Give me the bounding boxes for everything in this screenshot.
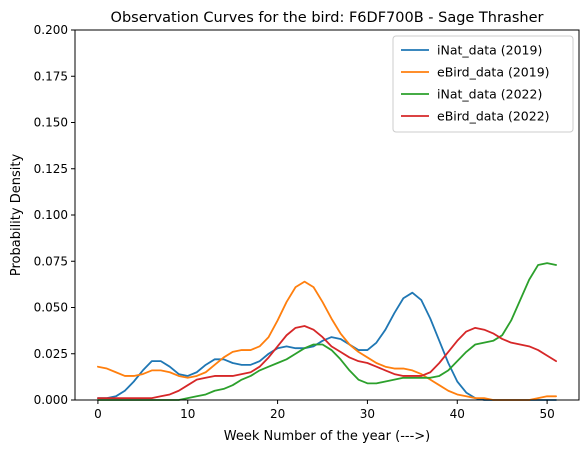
y-axis: 0.000 0.025 0.050 0.075 0.100 0.125 0.150 0.175…	[34, 23, 75, 407]
y-tick-label: 0.200	[34, 23, 68, 37]
x-tick-label: 50	[539, 407, 554, 421]
y-tick-label: 0.150	[34, 116, 68, 130]
y-tick-label: 0.000	[34, 393, 68, 407]
x-tick-label: 40	[450, 407, 465, 421]
legend-label: iNat_data (2022)	[437, 87, 542, 102]
y-tick-label: 0.075	[34, 254, 68, 268]
y-tick-label: 0.025	[34, 347, 68, 361]
y-tick-label: 0.175	[34, 69, 68, 83]
plot-frame	[74, 29, 580, 401]
legend-label: eBird_data (2022)	[437, 109, 550, 124]
series-line-0	[97, 291, 557, 401]
x-axis-label: Week Number of the year (--->)	[224, 429, 430, 444]
x-tick-label: 10	[180, 407, 195, 421]
x-tick-label: 20	[270, 407, 285, 421]
chart-legend: iNat_data (2019) eBird_data (2019) iNat_da…	[392, 35, 574, 133]
x-tick-label: 0	[94, 407, 102, 421]
y-tick-label: 0.100	[34, 208, 68, 222]
x-axis: 0 10 20 30 40 50	[94, 400, 555, 421]
plot-area	[97, 262, 557, 401]
series-line-3	[97, 325, 557, 400]
y-axis-label: Probability Density	[9, 154, 24, 277]
x-tick-label: 30	[360, 407, 375, 421]
chart-title: Observation Curves for the bird: F6DF700…	[111, 10, 544, 26]
legend-box	[392, 35, 574, 133]
legend-label: iNat_data (2019)	[437, 43, 542, 58]
series-line-1	[97, 280, 557, 401]
y-tick-label: 0.050	[34, 301, 68, 315]
y-tick-label: 0.125	[34, 162, 68, 176]
legend-label: eBird_data (2019)	[437, 65, 550, 80]
